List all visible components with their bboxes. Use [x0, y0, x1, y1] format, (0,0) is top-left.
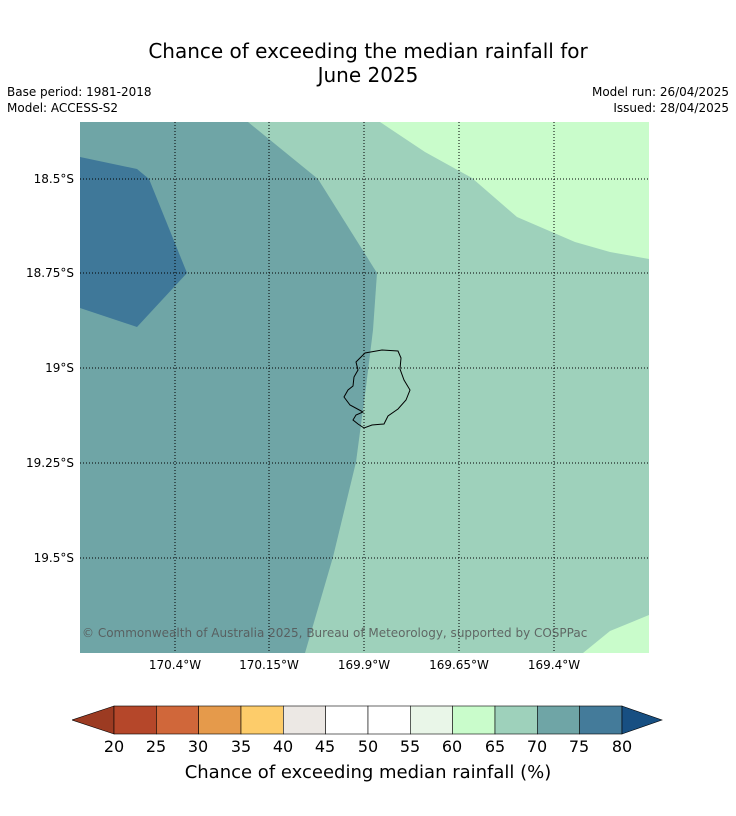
lat-label-1: 18.5°S [33, 172, 74, 186]
band-60-65-north [380, 122, 649, 259]
lon-label-4: 169.65°W [429, 658, 489, 672]
map-title: Chance of exceeding the median rainfall … [0, 39, 736, 87]
colorbar-boxes [113, 705, 623, 735]
colorbar-box [367, 705, 411, 735]
model-name: Model: ACCESS-S2 [7, 101, 119, 115]
colorbar-box [452, 705, 496, 735]
colorbar-box [198, 705, 242, 735]
colorbar-tick: 20 [103, 737, 125, 756]
colorbar-box [113, 705, 157, 735]
colorbar-tick: 60 [441, 737, 463, 756]
colorbar-box [240, 705, 284, 735]
title-line-1: Chance of exceeding the median rainfall … [148, 39, 588, 63]
colorbar-tick: 45 [314, 737, 336, 756]
colorbar-box [410, 705, 453, 735]
issued-date: Issued: 28/04/2025 [613, 101, 729, 115]
colorbar-tick: 30 [187, 737, 209, 756]
band-75-80 [80, 157, 187, 327]
lon-label-3: 169.9°W [337, 658, 391, 672]
model-run: Model run: 26/04/2025 [591, 85, 729, 99]
title-line-2: June 2025 [317, 63, 419, 87]
map-svg [80, 122, 649, 653]
lon-label-2: 170.15°W [239, 658, 299, 672]
lat-label-2: 18.75°S [26, 266, 74, 280]
meta-left: Base period: 1981-2018 Model: ACCESS-S2 [7, 84, 152, 116]
colorbar-label: Chance of exceeding median rainfall (%) [184, 762, 552, 783]
colorbar-tick: 35 [230, 737, 252, 756]
colorbar-box [579, 705, 623, 735]
colorbar-tick: 75 [568, 737, 590, 756]
island-outline [343, 349, 411, 429]
colorbar-tick: 70 [526, 737, 548, 756]
colorbar [72, 705, 663, 735]
colorbar-over-arrow [621, 705, 663, 735]
colorbar-tick: 25 [145, 737, 167, 756]
copyright-text: © Commonwealth of Australia 2025, Bureau… [82, 626, 588, 640]
colorbar-tick: 65 [484, 737, 506, 756]
colorbar-under-arrow [72, 705, 115, 735]
band-60-65-south [583, 615, 649, 653]
colorbar-tick: 50 [357, 737, 379, 756]
colorbar-tick: 40 [272, 737, 294, 756]
lon-label-5: 169.4°W [527, 658, 581, 672]
meta-right: Model run: 26/04/2025 Issued: 28/04/2025 [592, 84, 729, 116]
lat-label-5: 19.5°S [33, 551, 74, 565]
lat-label-3: 19°S [45, 361, 74, 375]
base-period: Base period: 1981-2018 [7, 85, 152, 99]
colorbar-box [537, 705, 580, 735]
colorbar-box [156, 705, 199, 735]
colorbar-box [494, 705, 538, 735]
graticule [80, 122, 649, 653]
colorbar-tick: 80 [611, 737, 633, 756]
colorbar-box [325, 705, 369, 735]
colorbar-box [283, 705, 326, 735]
colorbar-tick: 55 [399, 737, 421, 756]
lat-label-4: 19.25°S [26, 456, 74, 470]
map-area [80, 122, 649, 653]
lon-label-1: 170.4°W [148, 658, 202, 672]
